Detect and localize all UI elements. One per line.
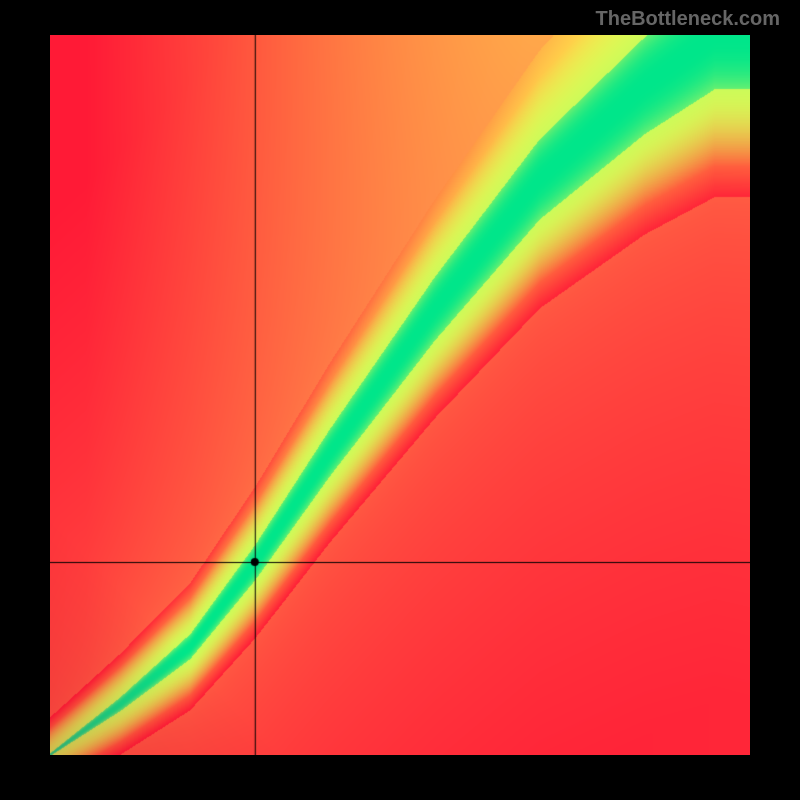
heatmap-canvas — [50, 35, 750, 755]
heatmap-chart — [50, 35, 750, 755]
watermark-text: TheBottleneck.com — [596, 8, 780, 31]
